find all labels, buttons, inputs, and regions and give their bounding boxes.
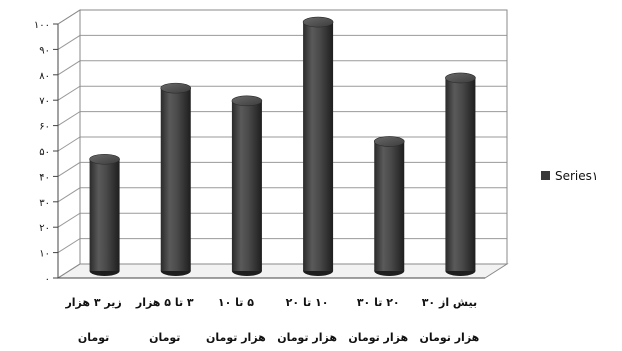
- bar-cap: [160, 82, 192, 94]
- bar-body: [374, 141, 405, 271]
- bar-cap: [373, 136, 405, 147]
- bar: [445, 72, 476, 276]
- y-tick-labels: ۰ ۱۰ ۲۰ ۳۰ ۴۰ ۵۰ ۶۰ ۷۰ ۸۰ ۹۰ ۱۰۰: [34, 20, 50, 285]
- bar-body: [231, 100, 262, 271]
- gridline: [57, 60, 507, 76]
- floor: [56, 263, 509, 279]
- gridline: [57, 111, 507, 127]
- x-category-labels: زیر ۳ هزار تومان ۳ تا ۵ هزار تومان ۵ تا ۱۰ هز…: [64, 296, 479, 344]
- bar: [160, 82, 192, 276]
- bar-body: [160, 88, 191, 272]
- y-tick-label: ۱۰۰: [34, 20, 50, 31]
- bar: [373, 136, 405, 276]
- bar-cap: [89, 153, 120, 165]
- y-tick-label: ۳۰: [39, 198, 50, 209]
- gridline: [57, 136, 507, 152]
- bar: [231, 95, 263, 276]
- bar: [302, 16, 334, 276]
- gridline: [57, 161, 507, 177]
- bars: [89, 16, 476, 276]
- gridline: [57, 85, 507, 101]
- bar-body: [303, 22, 334, 271]
- bar-cap: [445, 72, 476, 84]
- bar-body: [445, 77, 476, 272]
- x-category-label: ۵ تا ۱۰: [218, 296, 254, 309]
- x-category-label: بیش از ۳۰: [422, 296, 477, 309]
- y-tick-label: ۴۰: [39, 172, 50, 183]
- gridline: [57, 212, 507, 228]
- x-category-label: ۱۰ تا ۲۰: [286, 296, 329, 309]
- x-category-label: هزار تومان: [420, 331, 480, 344]
- y-tick-label: ۷۰: [39, 96, 50, 107]
- legend-label: Series۱: [555, 169, 598, 183]
- bar-cap: [302, 16, 334, 28]
- x-category-label: ۲۰ تا ۳۰: [357, 296, 400, 309]
- x-category-label: زیر ۳ هزار: [64, 296, 121, 309]
- gridline: [57, 9, 507, 25]
- gridlines: [57, 9, 507, 279]
- x-category-label: تومان: [78, 331, 109, 344]
- x-category-label: هزار تومان: [348, 331, 408, 344]
- legend: Series۱: [541, 169, 598, 183]
- y-tick-label: ۲۰: [39, 223, 50, 234]
- axes: [53, 9, 509, 279]
- bar: [89, 153, 120, 276]
- x-category-label: هزار تومان: [277, 331, 337, 344]
- legend-swatch: [541, 171, 550, 180]
- x-category-label: تومان: [149, 331, 180, 344]
- x-category-label: ۳ تا ۵ هزار: [135, 296, 194, 309]
- y-tick-label: ۹۰: [39, 45, 50, 56]
- x-category-label: هزار تومان: [206, 331, 266, 344]
- y-tick-label: ۸۰: [39, 71, 50, 82]
- gridline: [57, 238, 507, 254]
- bar-body: [89, 159, 120, 271]
- y-tick-label: ۵۰: [39, 147, 50, 158]
- gridline: [57, 187, 507, 203]
- gridline: [57, 34, 507, 50]
- y-tick-label: ۰: [45, 274, 50, 285]
- y-tick-label: ۱۰: [39, 249, 50, 260]
- bar-cap: [231, 95, 263, 107]
- y-tick-label: ۶۰: [39, 122, 50, 133]
